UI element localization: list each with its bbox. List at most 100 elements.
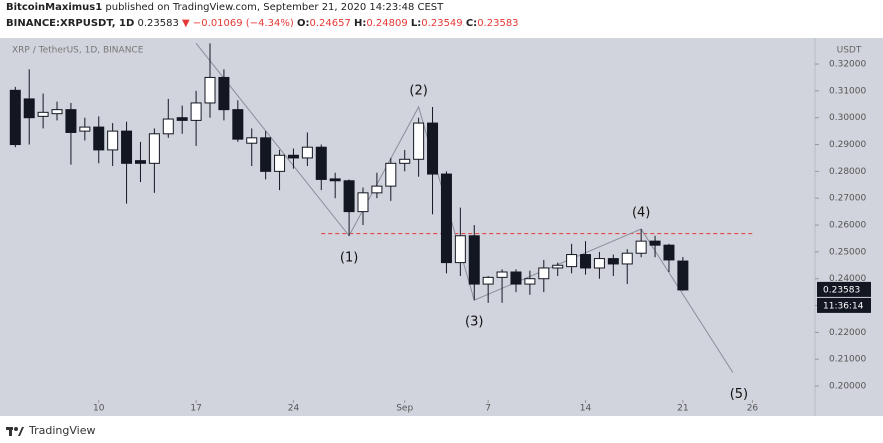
l-key: L: [410, 18, 422, 29]
candle-body [663, 244, 675, 261]
candle-body [357, 192, 369, 213]
wave-label: (4) [632, 206, 650, 221]
price-box [817, 281, 871, 297]
chart: XRP / TetherUS, 1D, BINANCE USDT 0.20000… [0, 38, 883, 416]
tv-logo [6, 426, 24, 436]
x-tick-label: 17 [190, 404, 201, 414]
candle-body [65, 109, 77, 133]
x-tick-label: 10 [93, 404, 105, 414]
x-tick-label: 26 [747, 404, 759, 414]
l-val: 0.23549 [421, 18, 463, 29]
candle-body [162, 118, 174, 135]
candle-body [287, 154, 299, 159]
footer-brand[interactable]: TradingView [29, 424, 96, 437]
candle-body [607, 258, 619, 265]
y-tick-label: 0.30000 [829, 113, 866, 123]
c-key: C: [465, 18, 478, 29]
o-key: O: [296, 18, 310, 29]
y-tick-label: 0.21000 [829, 355, 866, 365]
candle-body [23, 98, 35, 119]
candle-body [427, 122, 439, 175]
author[interactable]: BitcoinMaximus1 [6, 2, 103, 13]
candle-body [9, 89, 21, 146]
candle-body [677, 260, 689, 291]
candle-body [121, 130, 133, 164]
y-tick-label: 0.26000 [829, 221, 866, 231]
candle-body [176, 117, 188, 121]
candle-body [246, 137, 258, 144]
last: 0.23583 [137, 18, 179, 29]
publish-line: BitcoinMaximus1 published on TradingView… [6, 2, 443, 13]
candle-body [204, 76, 216, 104]
x-tick-label: 24 [288, 404, 300, 414]
last-price: 0.23583 [823, 285, 860, 295]
y-tick-label: 0.20000 [829, 382, 866, 392]
symbol: BINANCE:XRPUSDT, 1D [6, 18, 135, 29]
candle-body [134, 160, 146, 164]
x-tick-label: 21 [677, 404, 688, 414]
publish-info: published on TradingView.com, September … [105, 2, 444, 13]
h-val: 0.24809 [366, 18, 408, 29]
chart-legend: XRP / TetherUS, 1D, BINANCE [12, 46, 144, 56]
candle-body [510, 271, 522, 285]
candle-body [107, 130, 119, 151]
y-tick-label: 0.32000 [829, 60, 866, 70]
candle-body [79, 126, 91, 132]
candle-body [93, 126, 105, 151]
wave-label: (2) [409, 83, 427, 98]
x-tick-label: 7 [485, 404, 491, 414]
candle-body [343, 180, 355, 213]
candle-body [635, 240, 647, 254]
candle-body [496, 271, 508, 278]
change: ▼ −0.01069 (−4.34%) [182, 18, 294, 29]
candle-body [190, 102, 202, 121]
wave-label: (5) [730, 387, 748, 402]
candle-body [440, 173, 452, 264]
y-tick-label: 0.25000 [829, 247, 866, 257]
y-tick-label: 0.31000 [829, 86, 866, 96]
wave-label: (3) [465, 315, 483, 330]
x-tick-label: 14 [580, 404, 592, 414]
quote-line: BINANCE:XRPUSDT, 1D 0.23583 ▼ −0.01069 (… [6, 18, 519, 29]
y-tick-label: 0.24000 [829, 274, 866, 284]
candle-body [649, 240, 661, 246]
candle-body [301, 146, 313, 159]
countdown: 11:36:14 [823, 301, 864, 311]
candle-body [413, 122, 425, 160]
candle-body [566, 254, 578, 268]
candle-body [593, 258, 605, 269]
candle-body [552, 264, 564, 269]
candle-body [371, 185, 383, 194]
candle-body [538, 267, 550, 280]
candle-body [315, 146, 327, 180]
candle-body [454, 235, 466, 264]
y-tick-label: 0.22000 [829, 328, 866, 338]
candle-body [385, 162, 397, 187]
candle-body [37, 111, 49, 117]
candle-body [274, 154, 286, 172]
y-tick-label: 0.27000 [829, 194, 866, 204]
candle-body [51, 109, 63, 115]
y-tick-label: 0.28000 [829, 167, 866, 177]
footer: TradingView [6, 424, 95, 437]
candle-body [482, 276, 494, 285]
axis-unit: USDT [837, 46, 862, 56]
c-val: 0.23583 [477, 18, 519, 29]
h-key: H: [354, 18, 367, 29]
candle-body [329, 178, 341, 182]
candle-body [524, 278, 536, 285]
o-val: 0.24657 [309, 18, 351, 29]
candle-body [148, 133, 160, 164]
candle-body [399, 158, 411, 164]
candle-body [621, 252, 633, 265]
wave-label: (1) [340, 250, 358, 265]
candle-body [580, 254, 592, 269]
y-tick-label: 0.29000 [829, 140, 866, 150]
candle-body [232, 109, 244, 140]
x-tick-label: Sep [396, 404, 413, 414]
candle-body [260, 137, 272, 172]
candle-body [468, 235, 480, 285]
candle-body [218, 76, 230, 111]
countdown-box [817, 297, 871, 313]
